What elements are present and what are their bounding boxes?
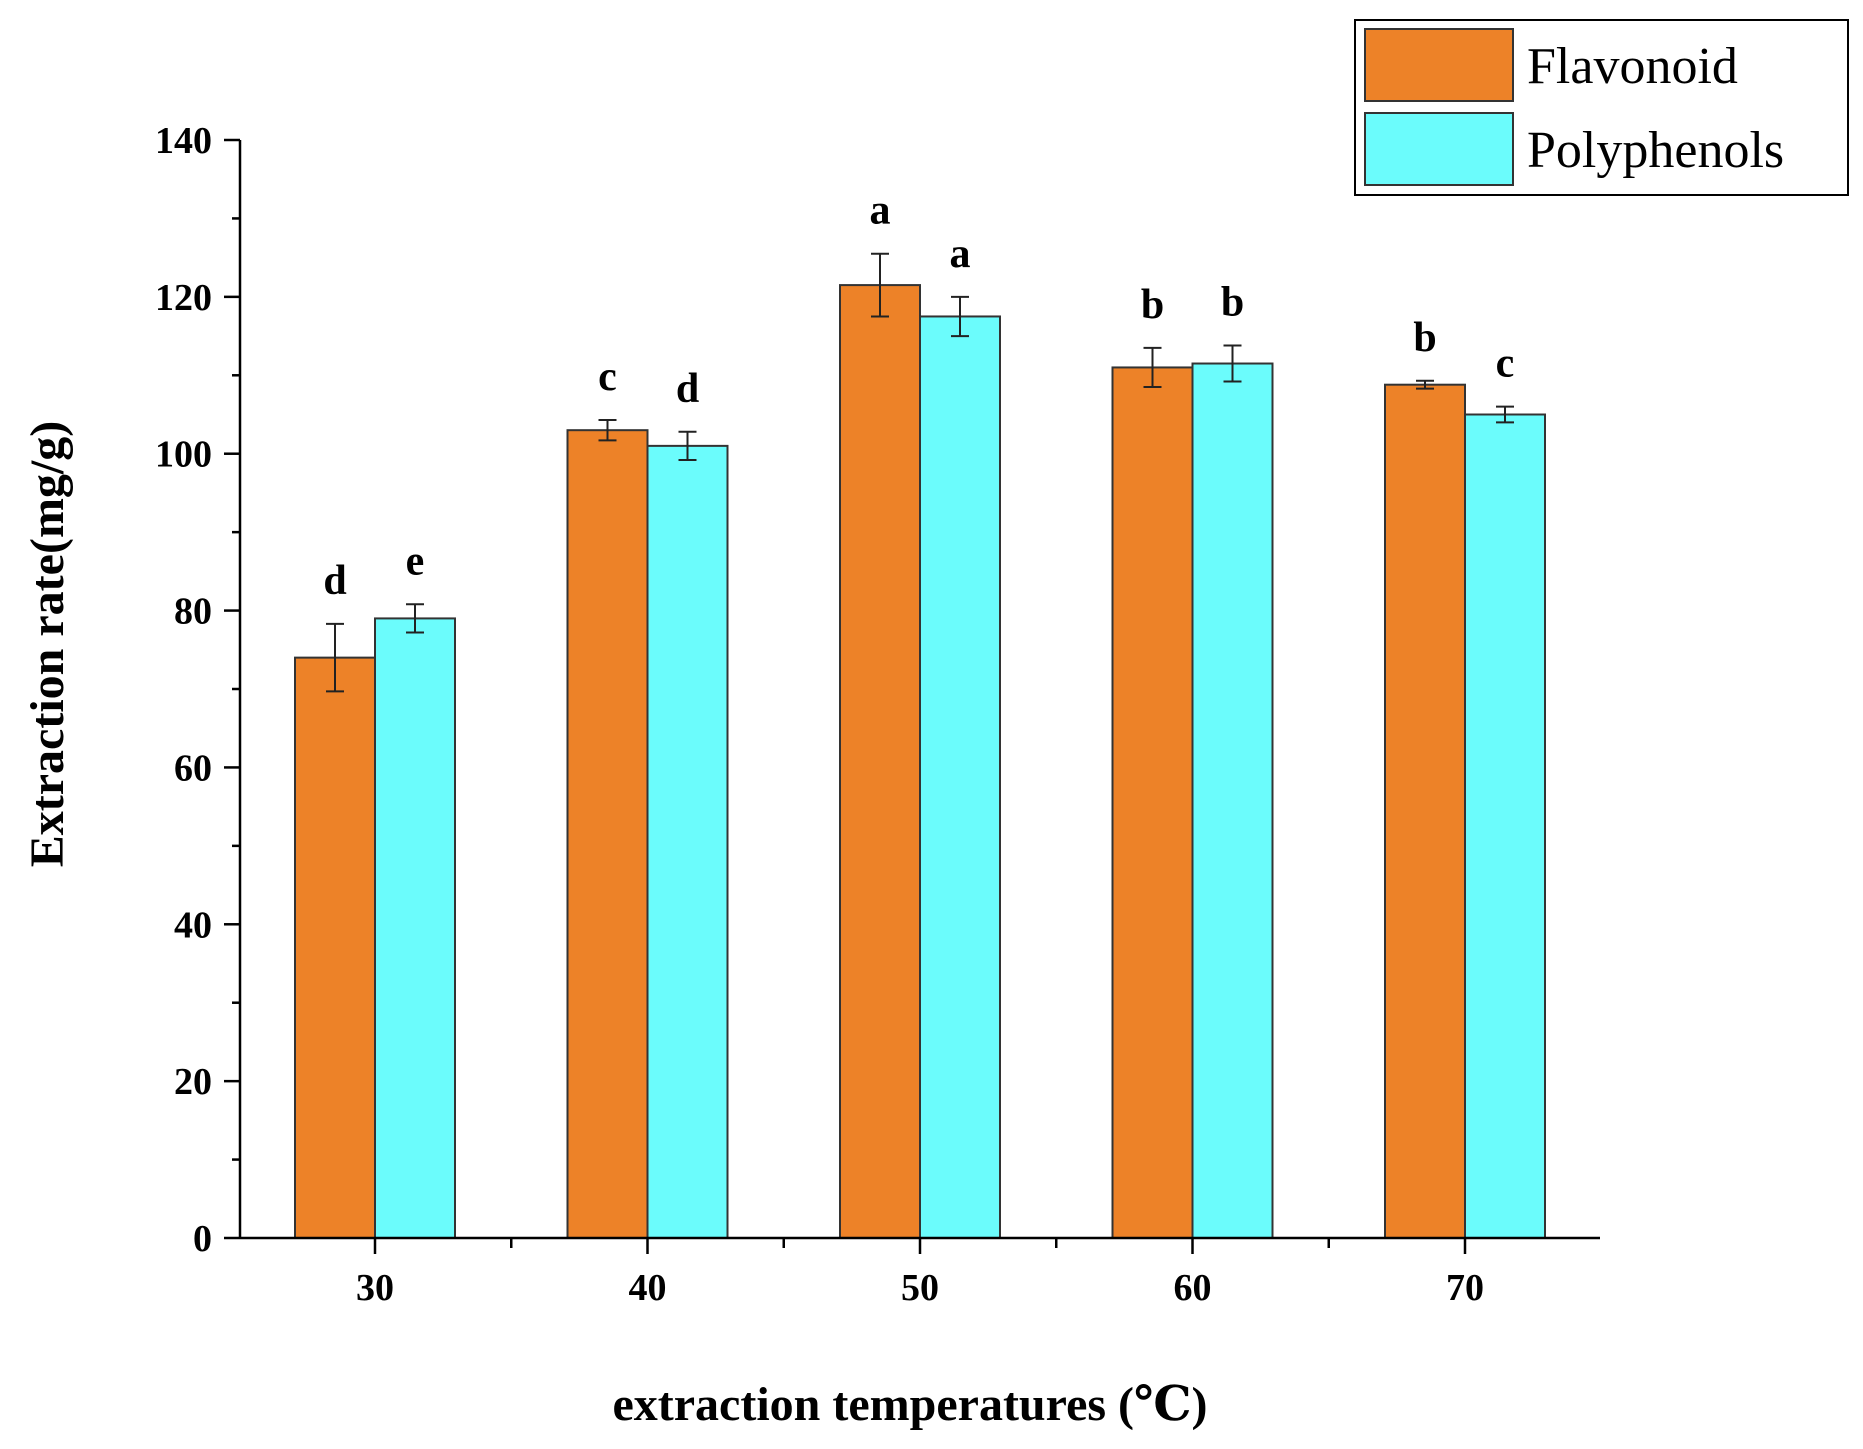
y-ticks: 0 20 40 60 80 100 120 140: [155, 120, 240, 1260]
x-tick-label: 50: [901, 1267, 939, 1309]
bar-flavonoid: [1384, 383, 1466, 1239]
y-tick-label: 0: [193, 1218, 212, 1260]
significance-label-flavonoid: c: [598, 354, 617, 400]
significance-label-polyphenols: b: [1221, 279, 1244, 325]
significance-label-polyphenols: c: [1496, 341, 1515, 387]
y-tick-label: 60: [174, 747, 212, 789]
y-tick-label: 40: [174, 904, 212, 946]
error-bar-polyphenols: [678, 430, 697, 461]
significance-label-flavonoid: a: [870, 188, 891, 234]
error-bar-flavonoid: [598, 418, 617, 442]
y-tick-label: 140: [155, 120, 212, 162]
y-axis-title: Extraction rate(mg/g): [21, 421, 74, 868]
bar-polyphenols: [1191, 362, 1274, 1239]
legend: Flavonoid Polyphenols: [1354, 19, 1849, 196]
legend-swatch-flavonoid: [1364, 28, 1514, 102]
x-ticks: 30 40 50 60 70: [356, 1238, 1484, 1309]
significance-label-polyphenols: a: [950, 231, 971, 277]
error-bar-polyphenols: [1223, 344, 1242, 383]
significance-label-polyphenols: e: [406, 538, 425, 584]
significance-label-flavonoid: d: [323, 558, 346, 604]
bar-polyphenols: [646, 444, 729, 1240]
error-bar-flavonoid: [326, 622, 344, 693]
bar-flavonoid: [839, 284, 921, 1240]
error-bars-layer: [326, 252, 1514, 693]
y-tick-label: 20: [174, 1061, 212, 1103]
legend-label-flavonoid: Flavonoid: [1527, 38, 1738, 95]
bar-flavonoid: [566, 429, 649, 1239]
significance-label-flavonoid: b: [1413, 315, 1436, 361]
bar-polyphenols: [1464, 413, 1546, 1239]
significance-label-flavonoid: b: [1141, 282, 1164, 328]
error-bar-flavonoid: [1143, 346, 1162, 389]
significance-labels-layer: d c a b b e d a b c: [323, 188, 1514, 604]
error-bar-polyphenols: [951, 295, 969, 338]
legend-label-polyphenols: Polyphenols: [1527, 122, 1784, 179]
x-axis-title: extraction temperatures (℃): [612, 1378, 1207, 1431]
x-tick-label: 70: [1446, 1267, 1484, 1309]
x-tick-label: 30: [356, 1267, 394, 1309]
legend-swatch-polyphenols: [1364, 112, 1514, 186]
error-bar-polyphenols: [406, 603, 424, 634]
error-bar-flavonoid: [871, 252, 889, 318]
error-bar-flavonoid: [1416, 379, 1434, 390]
y-tick-label: 100: [155, 434, 212, 476]
bar-flavonoid: [294, 656, 376, 1239]
error-bar-polyphenols: [1496, 405, 1514, 424]
y-tick-label: 120: [155, 277, 212, 319]
bar-flavonoid: [1111, 366, 1194, 1239]
bars-layer: [294, 284, 1546, 1240]
significance-label-polyphenols: d: [676, 366, 699, 412]
x-tick-label: 60: [1174, 1267, 1212, 1309]
bar-polyphenols: [374, 617, 456, 1239]
x-tick-label: 40: [629, 1267, 667, 1309]
bar-polyphenols: [919, 315, 1001, 1239]
y-tick-label: 80: [174, 591, 212, 633]
